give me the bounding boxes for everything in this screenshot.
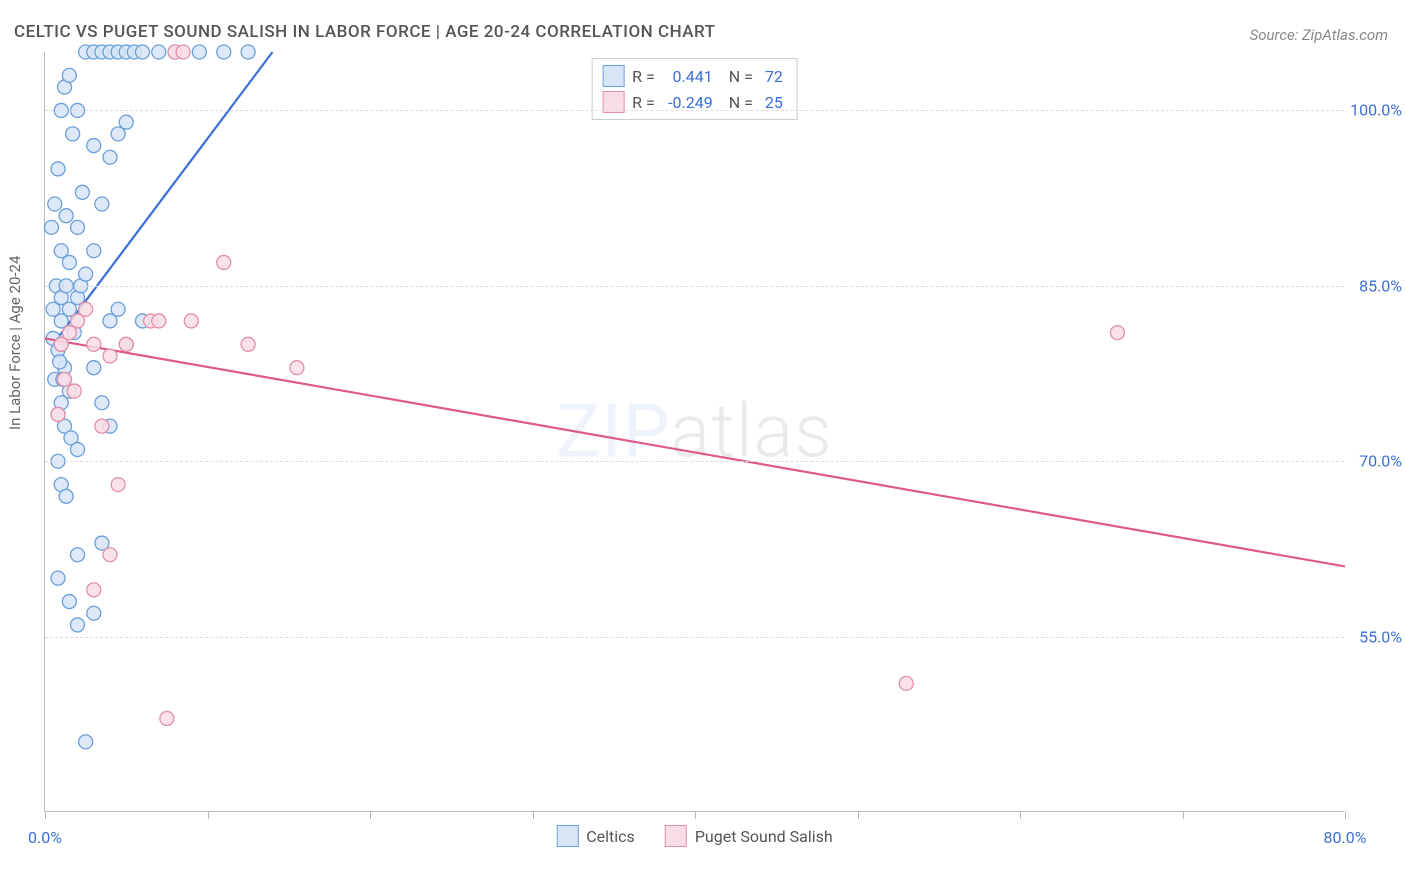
- legend-label: Puget Sound Salish: [695, 827, 833, 846]
- data-point: [51, 407, 65, 421]
- correlation-chart: CELTIC VS PUGET SOUND SALISH IN LABOR FO…: [0, 0, 1406, 892]
- legend-swatch: [602, 65, 624, 87]
- data-point: [87, 139, 101, 153]
- data-point: [58, 372, 72, 386]
- data-point: [119, 115, 133, 129]
- x-tick-label: 0.0%: [28, 828, 62, 847]
- data-point: [152, 314, 166, 328]
- y-tick-label: 85.0%: [1359, 276, 1402, 295]
- data-point: [192, 45, 206, 59]
- r-value: -0.249: [663, 93, 717, 112]
- data-point: [59, 489, 73, 503]
- gridline: [45, 110, 1344, 111]
- legend-row: R = 0.441 N = 72: [602, 63, 787, 89]
- data-point: [160, 711, 174, 725]
- scatter-svg: [45, 52, 1344, 811]
- legend-swatch: [665, 825, 687, 847]
- legend-item: Celtics: [556, 825, 635, 847]
- data-point: [51, 162, 65, 176]
- data-point: [899, 676, 913, 690]
- x-tick-label: 80.0%: [1324, 828, 1367, 847]
- data-point: [54, 244, 68, 258]
- data-point: [111, 478, 125, 492]
- data-point: [87, 337, 101, 351]
- y-tick-label: 70.0%: [1359, 452, 1402, 471]
- gridline: [45, 286, 1344, 287]
- r-label: R =: [632, 93, 655, 112]
- x-tick: [45, 811, 46, 819]
- data-point: [87, 606, 101, 620]
- y-tick-label: 55.0%: [1359, 627, 1402, 646]
- legend-label: Celtics: [586, 827, 635, 846]
- x-tick: [695, 811, 696, 819]
- data-point: [62, 68, 76, 82]
- data-point: [217, 45, 231, 59]
- x-tick: [370, 811, 371, 819]
- x-tick: [1345, 811, 1346, 819]
- trend-line: [45, 338, 1345, 566]
- plot-area: ZIPatlas R = 0.441 N = 72 R = -0.249 N =…: [44, 52, 1344, 812]
- n-value: 25: [761, 93, 787, 112]
- data-point: [51, 571, 65, 585]
- n-value: 72: [761, 67, 787, 86]
- data-point: [95, 197, 109, 211]
- data-point: [67, 384, 81, 398]
- data-point: [75, 185, 89, 199]
- data-point: [103, 150, 117, 164]
- gridline: [45, 637, 1344, 638]
- data-point: [184, 314, 198, 328]
- data-point: [1111, 326, 1125, 340]
- data-point: [95, 419, 109, 433]
- x-tick: [858, 811, 859, 819]
- data-point: [119, 337, 133, 351]
- data-point: [217, 255, 231, 269]
- data-point: [103, 548, 117, 562]
- data-point: [136, 45, 150, 59]
- r-label: R =: [632, 67, 655, 86]
- data-point: [111, 302, 125, 316]
- x-tick: [208, 811, 209, 819]
- data-point: [79, 267, 93, 281]
- data-point: [87, 361, 101, 375]
- legend-item: Puget Sound Salish: [665, 825, 833, 847]
- data-point: [152, 45, 166, 59]
- data-point: [79, 302, 93, 316]
- r-value: 0.441: [663, 67, 717, 86]
- chart-title: CELTIC VS PUGET SOUND SALISH IN LABOR FO…: [14, 22, 716, 42]
- gridline: [45, 461, 1344, 462]
- x-tick: [1183, 811, 1184, 819]
- data-point: [241, 45, 255, 59]
- data-point: [71, 548, 85, 562]
- data-point: [66, 127, 80, 141]
- legend-swatch: [556, 825, 578, 847]
- data-point: [87, 583, 101, 597]
- source-label: Source: ZipAtlas.com: [1250, 26, 1388, 44]
- data-point: [71, 618, 85, 632]
- data-point: [103, 349, 117, 363]
- y-axis-label: In Labor Force | Age 20-24: [6, 256, 24, 430]
- legend-series: Celtics Puget Sound Salish: [556, 825, 832, 847]
- y-tick-label: 100.0%: [1350, 101, 1402, 120]
- n-label: N =: [725, 67, 753, 86]
- data-point: [48, 197, 62, 211]
- data-point: [59, 209, 73, 223]
- data-point: [45, 220, 59, 234]
- data-point: [79, 735, 93, 749]
- data-point: [95, 396, 109, 410]
- data-point: [290, 361, 304, 375]
- data-point: [241, 337, 255, 351]
- x-tick: [533, 811, 534, 819]
- data-point: [53, 355, 67, 369]
- n-label: N =: [725, 93, 753, 112]
- data-point: [71, 443, 85, 457]
- x-tick: [1020, 811, 1021, 819]
- data-point: [87, 244, 101, 258]
- data-point: [176, 45, 190, 59]
- data-point: [71, 220, 85, 234]
- data-point: [62, 595, 76, 609]
